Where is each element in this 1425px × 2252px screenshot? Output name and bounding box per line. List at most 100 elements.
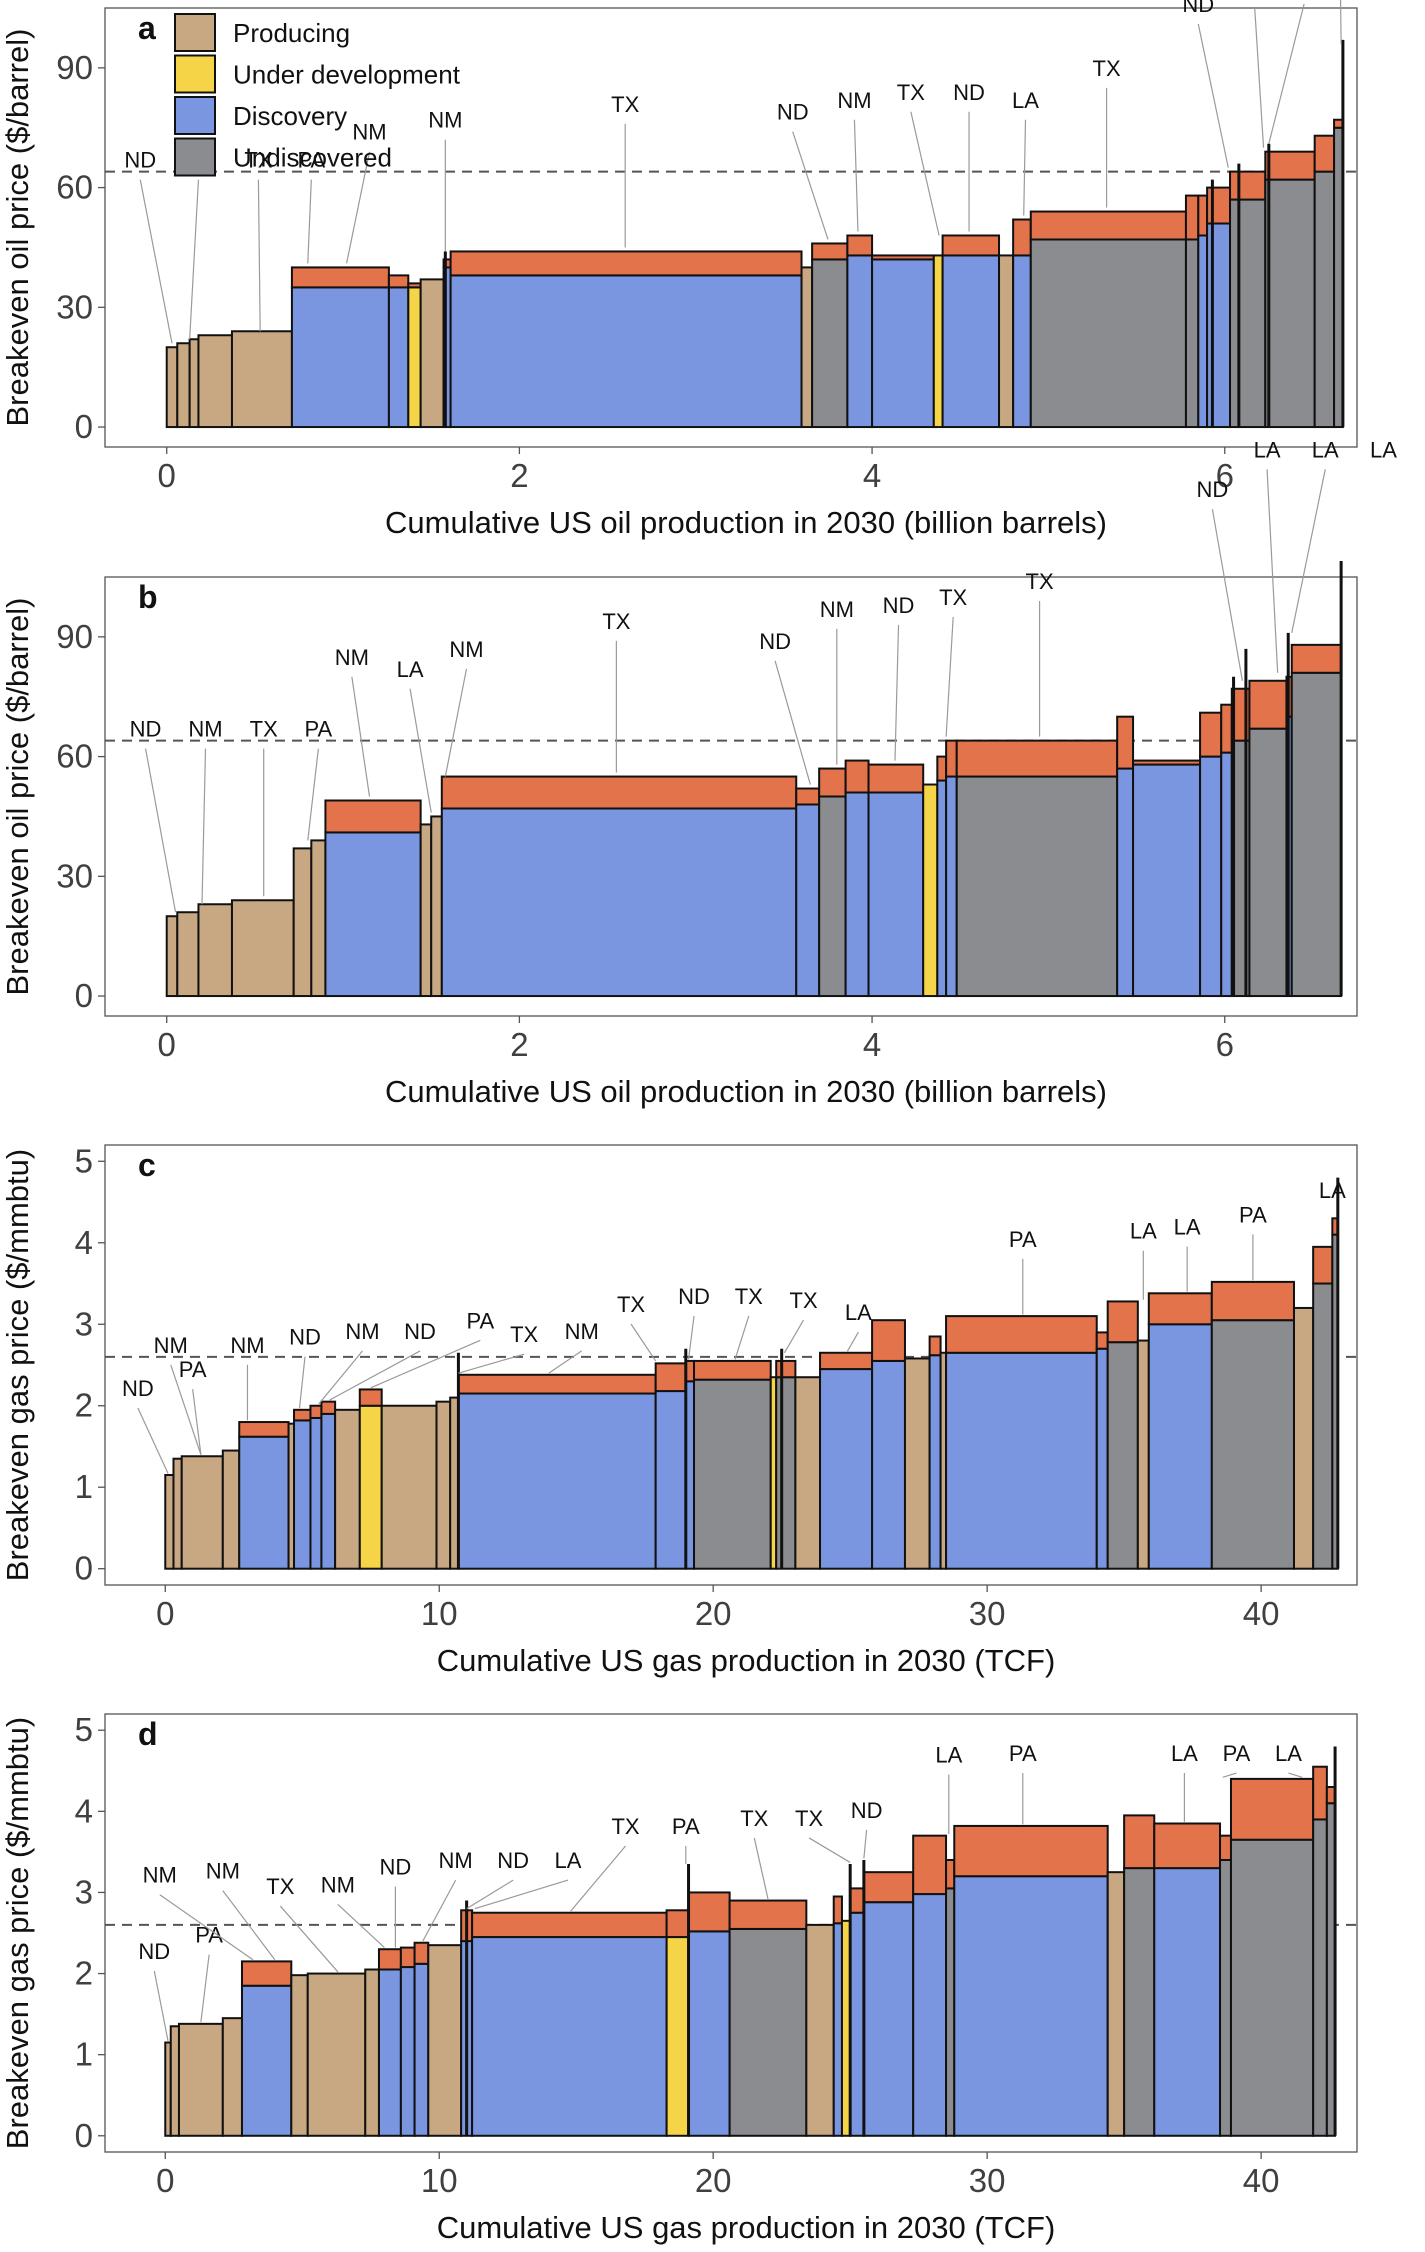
x-tick-label: 4	[863, 1026, 881, 1063]
bar-producing	[794, 1376, 822, 1570]
bar-producing	[419, 823, 433, 998]
state-label: NM	[352, 120, 386, 145]
label-leader-line	[466, 1879, 514, 1910]
state-label: ND	[678, 1284, 710, 1309]
bar-undiscovered	[945, 1887, 956, 2137]
y-tick-label: 90	[56, 49, 93, 86]
state-label: LA	[1370, 437, 1397, 462]
y-tick-label: 1	[75, 1468, 93, 1505]
bar-cost-increment	[238, 1421, 290, 1438]
bar-discovery	[912, 1893, 948, 2137]
y-tick-label: 30	[56, 857, 93, 894]
bar-producing	[172, 1457, 183, 1570]
y-tick-label: 0	[75, 2117, 93, 2154]
label-leader-line	[337, 1904, 385, 1949]
bar-undiscovered	[811, 258, 849, 429]
bar-discovery	[871, 258, 935, 429]
state-label: ND	[777, 100, 809, 125]
bar-discovery	[440, 807, 798, 998]
label-leader-line	[894, 624, 900, 761]
bar-discovery	[928, 1354, 942, 1570]
bar-cost-increment	[775, 1359, 797, 1379]
y-tick-label: 30	[56, 288, 93, 325]
bar-discovery	[862, 1901, 915, 2137]
legend-label-discovery: Discovery	[233, 101, 347, 131]
bar-cost-increment	[1264, 150, 1316, 181]
bar-producing	[364, 1968, 380, 2137]
bar-undiscovered	[1106, 1341, 1139, 1570]
legend-swatch-discovery	[174, 96, 216, 135]
state-label: LA	[845, 1300, 872, 1325]
bar-discovery	[238, 1435, 290, 1570]
bar-producing	[903, 1357, 931, 1570]
bar-undiscovered	[818, 795, 847, 998]
panel-letter: a	[138, 10, 156, 46]
panel-letter: b	[138, 579, 158, 615]
bar-undiscovered	[775, 1376, 797, 1570]
bar-producing	[176, 911, 200, 998]
label-leader-line	[458, 1353, 525, 1374]
bar-discovery	[945, 775, 958, 998]
bar-discovery	[1095, 1347, 1109, 1570]
state-label: NM	[321, 1872, 355, 1897]
bar-producing	[380, 1404, 438, 1570]
bar-cost-increment	[665, 1909, 690, 1939]
label-leader-line	[409, 688, 432, 813]
bar-undiscovered	[1312, 1818, 1328, 2137]
bar-undiscovered	[1312, 1282, 1334, 1570]
bar-cost-increment	[687, 1891, 731, 1933]
y-axis-label: Breakeven oil price ($/barrel)	[0, 597, 35, 995]
y-tick-label: 0	[75, 1550, 93, 1587]
x-axis-label: Cumulative US oil production in 2030 (bi…	[385, 1074, 1107, 1109]
bar-cost-increment	[1248, 679, 1288, 730]
state-label: ND	[759, 629, 791, 654]
legend-swatch-undiscovered	[174, 137, 216, 177]
bar-under_development	[358, 1404, 383, 1570]
bar-undiscovered	[1029, 238, 1187, 429]
state-label: NM	[439, 1848, 473, 1873]
legend-label-under_development: Under development	[233, 60, 461, 90]
bar-cost-increment	[1206, 186, 1232, 225]
bar-discovery	[1206, 222, 1232, 429]
bar-cost-increment	[1290, 643, 1343, 674]
state-label: ND	[953, 80, 985, 105]
bar-discovery	[377, 1968, 402, 2137]
bar-producing	[188, 338, 200, 429]
state-label: TX	[795, 1806, 823, 1831]
state-label: ND	[851, 1798, 883, 1823]
label-leader-line	[189, 179, 200, 340]
bar-discovery	[1132, 763, 1202, 998]
state-label: ND	[130, 717, 162, 742]
y-tick-label: 60	[56, 169, 93, 206]
label-leader-line	[630, 1323, 657, 1362]
bar-under_development	[407, 286, 422, 429]
bar-discovery	[795, 803, 821, 998]
state-label: TX	[510, 1322, 538, 1347]
x-tick-label: 2	[510, 1026, 528, 1063]
state-label: PA	[179, 1357, 207, 1382]
bar-cost-increment	[871, 254, 935, 261]
bar-producing	[805, 1923, 835, 2137]
bar-cost-increment	[1116, 715, 1135, 770]
bar-producing	[197, 903, 233, 998]
label-leader-line	[1266, 469, 1279, 673]
bar-undiscovered	[1313, 170, 1336, 429]
x-axis-label: Cumulative US gas production in 2030 (TC…	[437, 2210, 1056, 2245]
state-label: LA	[1254, 437, 1281, 462]
x-tick-label: 0	[158, 1026, 176, 1063]
label-leader-line	[808, 1837, 851, 1863]
x-tick-label: 6	[1216, 457, 1234, 494]
bar-cost-increment	[1220, 703, 1233, 754]
label-leader-line	[1268, 3, 1305, 144]
label-leader-line	[201, 748, 207, 905]
label-leader-line	[474, 1879, 569, 1910]
bar-cost-increment	[953, 1824, 1109, 1878]
bar-producing	[230, 899, 295, 998]
bar-cost-increment	[440, 775, 798, 810]
bar-producing	[998, 254, 1015, 429]
x-tick-label: 20	[695, 2162, 732, 2199]
label-leader-line	[945, 616, 954, 737]
x-tick-label: 20	[695, 1595, 732, 1632]
y-tick-label: 2	[75, 1955, 93, 1992]
